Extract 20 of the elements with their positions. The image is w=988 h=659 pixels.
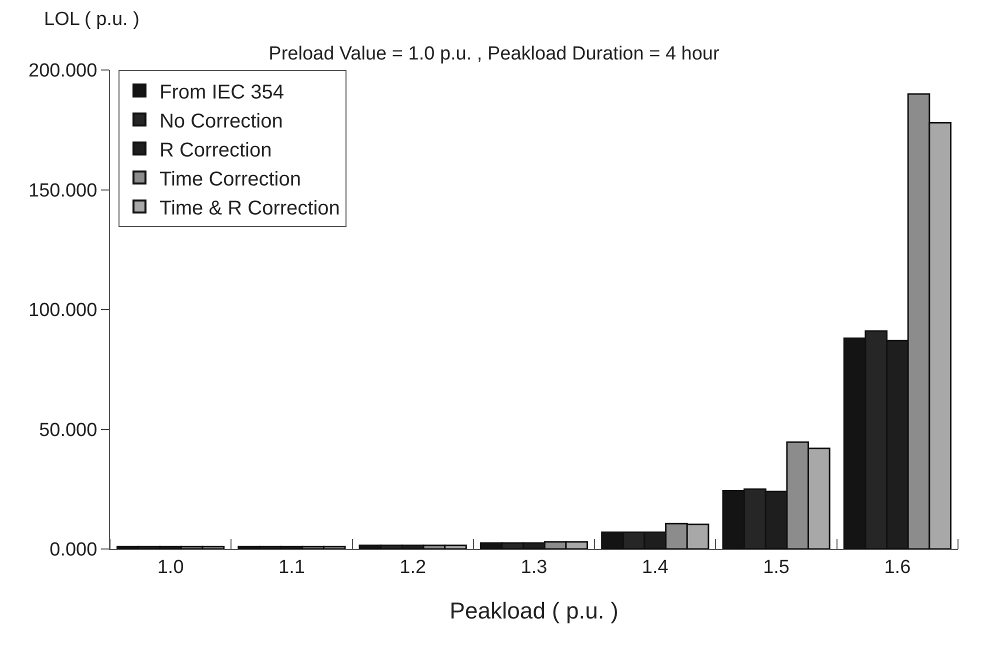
x-tick-label: 1.5 [763,556,790,578]
y-axis-title: LOL ( p.u. ) [44,9,140,30]
x-tick-label: 1.2 [400,556,426,578]
y-tick-label: 100.000 [28,300,98,322]
y-tick-label: 150.000 [28,180,98,202]
x-tick-label: 1.4 [642,556,669,578]
x-tick-label: 1.3 [520,556,548,578]
y-tick-label: 50.000 [39,420,98,441]
chart-title: Preload Value = 1.0 p.u. , Peakload Duration = 4 hour [268,43,720,64]
y-tick-label: 200.000 [28,60,98,82]
x-tick-label: 1.0 [157,556,184,578]
legend-label: Time Correction [159,168,301,190]
legend-label: From IEC 354 [159,81,284,104]
legend-label: No Correction [159,110,283,132]
y-tick-label: 0.000 [50,540,98,561]
legend-label: R Correction [159,139,272,162]
x-axis-title: Peakload ( p.u. ) [450,597,618,624]
legend-label: Time & R Correction [159,197,340,220]
x-tick-label: 1.1 [278,556,305,578]
x-tick-label: 1.6 [884,556,911,578]
